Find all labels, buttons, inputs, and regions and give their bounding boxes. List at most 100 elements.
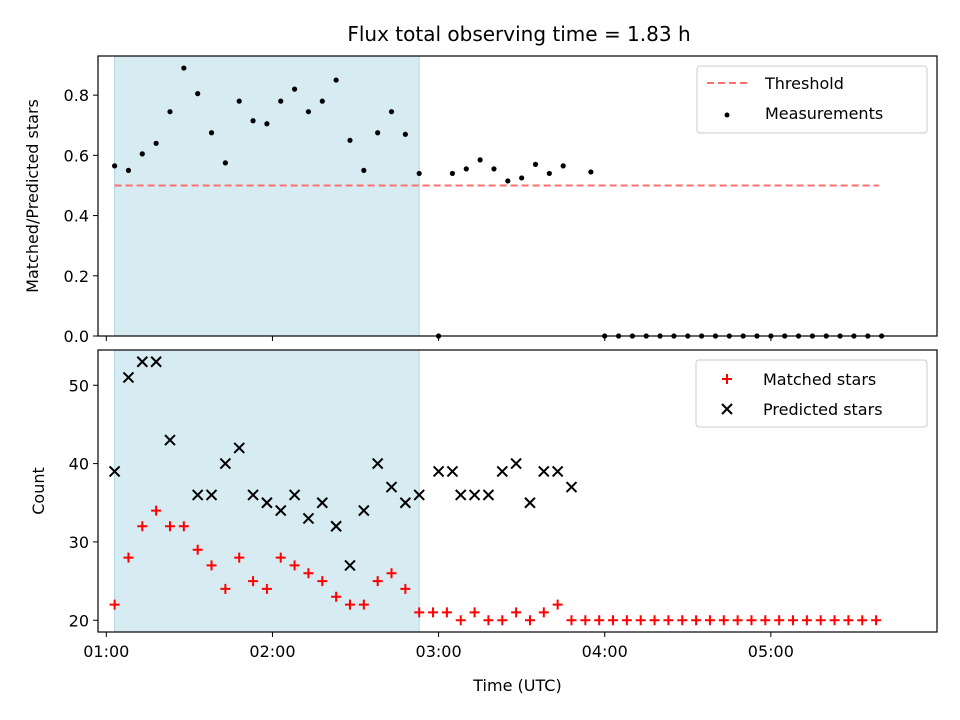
matched-stars-point <box>580 615 591 626</box>
observing-window-span <box>114 55 420 337</box>
measurement-point <box>291 86 298 92</box>
measurement-point <box>532 161 539 167</box>
predicted-stars-point <box>191 489 204 501</box>
matched-stars-point <box>303 568 314 579</box>
matched-stars-point <box>663 615 674 626</box>
measurement-point <box>416 170 422 177</box>
measurement-point <box>347 137 353 143</box>
matched-stars-point <box>732 615 743 626</box>
measurement-point <box>463 166 469 172</box>
predicted-stars-point <box>302 512 315 525</box>
measurement-point <box>333 77 339 83</box>
chart-title: Flux total observing time = 1.83 h <box>347 22 690 46</box>
measurement-point <box>153 140 159 146</box>
matched-stars-point <box>441 607 452 618</box>
matched-stars-point <box>220 583 231 594</box>
matched-stars-point <box>829 615 840 626</box>
predicted-stars-point <box>358 504 370 517</box>
matched-stars-point <box>497 615 508 626</box>
measurement-point <box>236 98 242 104</box>
predicted-stars-point <box>275 504 287 517</box>
matched-stars-point <box>871 615 882 626</box>
predicted-stars-point <box>551 465 564 478</box>
predicted-stars-point <box>510 457 522 470</box>
legend-predicted-swatch <box>721 403 733 415</box>
predicted-stars-point <box>164 434 176 446</box>
predicted-stars-point <box>344 559 356 572</box>
matched-stars-point <box>704 615 715 626</box>
matched-stars-point <box>178 521 189 532</box>
matched-stars-point <box>608 615 619 626</box>
y-tick-label: 0.0 <box>64 327 89 346</box>
measurement-point <box>388 109 395 115</box>
ratio-panel: 0.00.20.40.60.8 Matched/Predicted stars … <box>23 55 938 346</box>
predicted-stars-point <box>446 465 459 478</box>
y-tick-label: 0.2 <box>64 267 89 286</box>
highlight-span-rect <box>114 55 420 337</box>
ratio-y-axis-label: Matched/Predicted stars <box>23 99 42 293</box>
matched-stars-point <box>248 576 259 587</box>
predicted-stars-point <box>233 442 245 454</box>
measurement-point <box>181 65 187 71</box>
matched-stars-point <box>331 591 342 602</box>
matched-stars-point <box>455 615 466 626</box>
matched-stars-point <box>123 552 134 563</box>
matched-stars-point <box>372 576 383 587</box>
measurement-point <box>125 167 132 174</box>
y-tick-label: 0.4 <box>64 207 89 226</box>
matched-stars-point <box>524 615 535 626</box>
measurement-point <box>519 175 525 181</box>
predicted-stars-point <box>108 465 121 478</box>
matched-stars-point <box>857 615 868 626</box>
matched-stars-point <box>386 568 397 579</box>
matched-stars-point <box>621 615 632 626</box>
x-tick-label: 03:00 <box>416 642 462 661</box>
measurement-point <box>139 151 145 157</box>
measurement-point <box>505 178 511 184</box>
matched-stars-point <box>206 560 217 571</box>
matched-stars-point <box>234 552 245 563</box>
predicted-stars-point <box>371 457 384 470</box>
predicted-stars-point <box>247 489 259 501</box>
x-tick-label: 04:00 <box>582 642 628 661</box>
measurement-point <box>222 160 228 166</box>
legend-x-mark <box>721 403 733 415</box>
count-legend: Matched stars Predicted stars <box>695 359 928 428</box>
matched-stars-point <box>151 505 162 516</box>
predicted-stars-point <box>538 465 550 478</box>
matched-stars-point <box>677 615 688 626</box>
predicted-stars-point <box>205 489 218 501</box>
matched-stars-point <box>414 607 425 618</box>
matched-stars-point <box>774 615 785 626</box>
measurement-point <box>375 130 381 136</box>
predicted-stars-point <box>482 489 495 501</box>
matched-stars-point <box>317 576 328 587</box>
matched-stars-point <box>746 615 757 626</box>
matched-stars-point <box>358 599 369 610</box>
legend-plus-mark <box>722 374 732 384</box>
x-tick-label: 05:00 <box>748 642 794 661</box>
matched-stars-point <box>801 615 812 626</box>
matched-stars-point <box>760 615 771 626</box>
y-tick-label: 0.8 <box>64 86 89 105</box>
predicted-stars-point <box>219 457 232 470</box>
measurement-point <box>546 170 552 177</box>
measurement-point <box>264 121 270 127</box>
matched-stars-point <box>137 521 148 532</box>
ratio-plot-frame <box>97 55 938 337</box>
matched-stars-point <box>649 615 660 626</box>
predicted-stars-point <box>565 481 578 493</box>
measurement-point <box>477 157 483 163</box>
matched-stars-point <box>691 615 702 626</box>
matched-stars-point <box>538 607 549 618</box>
count-plot-frame <box>97 349 938 633</box>
matched-stars-point <box>428 607 439 618</box>
matched-stars-point <box>483 615 494 626</box>
measurement-point <box>112 163 118 169</box>
matched-stars-point <box>566 615 577 626</box>
matched-stars-point <box>275 552 286 563</box>
matched-stars-point <box>635 615 646 626</box>
y-tick-label: 40 <box>69 455 89 474</box>
